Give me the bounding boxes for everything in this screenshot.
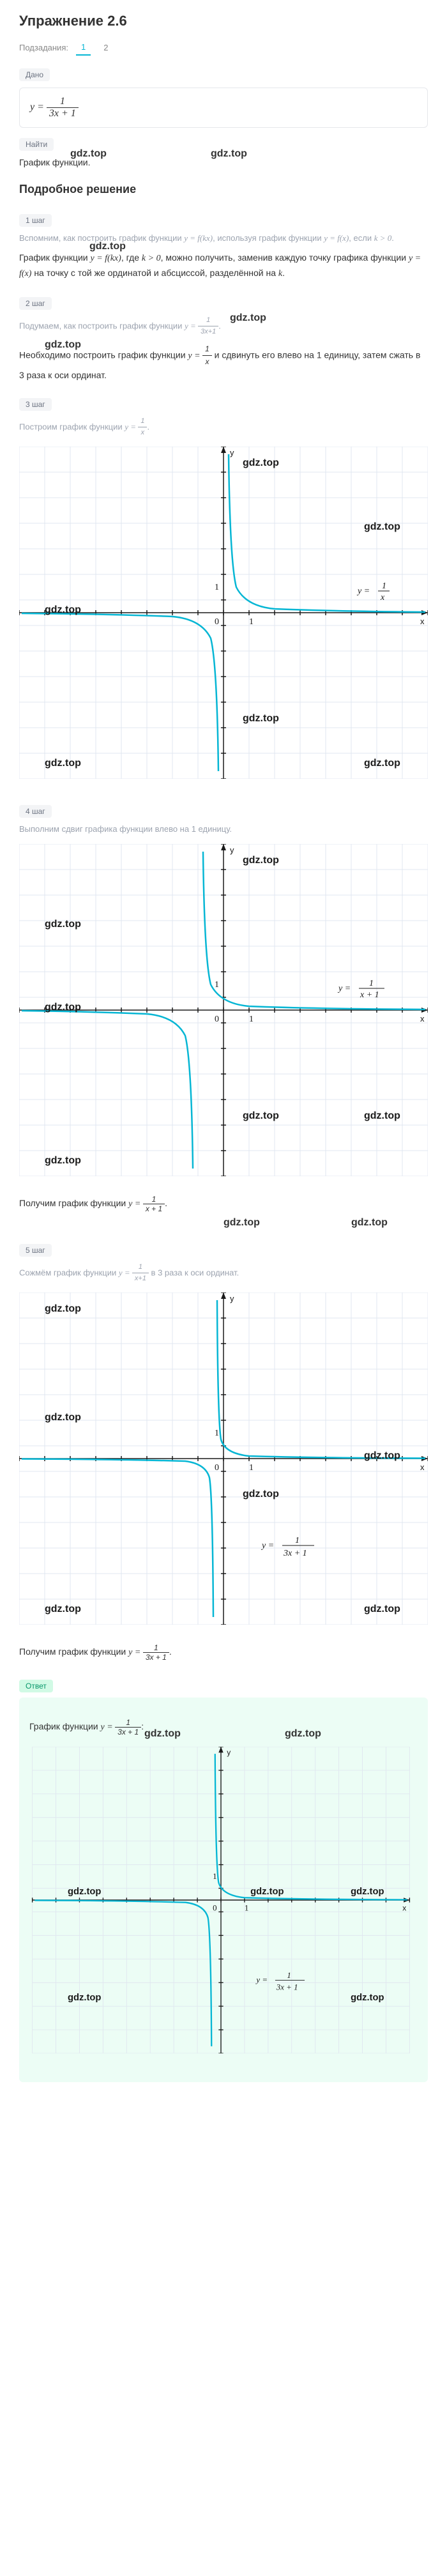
svg-text:1: 1 [215, 1429, 219, 1438]
step-4-grey: Выполним сдвиг графика функции влево на … [19, 823, 428, 836]
page-title: Упражнение 2.6 [19, 13, 428, 29]
subtasks-row: Подзадания: 1 2 [19, 40, 428, 56]
subtask-1[interactable]: 1 [76, 40, 91, 56]
svg-text:x: x [420, 1462, 425, 1472]
svg-text:y: y [227, 1748, 231, 1757]
svg-text:gdz.top: gdz.top [45, 919, 81, 930]
svg-text:1: 1 [369, 979, 374, 988]
given-formula: y = 13x + 1 [19, 88, 428, 128]
watermark: gdz.top [89, 241, 126, 252]
svg-text:gdz.top: gdz.top [364, 758, 400, 769]
step-2-badge: 2 шаг [19, 297, 52, 310]
svg-text:0: 0 [215, 1463, 219, 1473]
svg-text:y: y [230, 448, 234, 457]
svg-text:3x + 1: 3x + 1 [283, 1549, 307, 1558]
step-1-badge: 1 шаг [19, 214, 52, 227]
svg-text:0: 0 [213, 1903, 216, 1912]
subtask-2[interactable]: 2 [98, 40, 113, 55]
watermark: gdz.top [285, 1728, 321, 1740]
chart-3: x y 1 1 0 y = 1 3x + 1 gdz.top gdz.top g… [19, 1292, 428, 1628]
svg-text:gdz.top: gdz.top [45, 1604, 81, 1614]
svg-text:x: x [380, 593, 385, 602]
svg-text:1: 1 [215, 583, 219, 592]
svg-text:gdz.top: gdz.top [351, 1886, 384, 1896]
svg-text:1: 1 [249, 1015, 254, 1024]
svg-text:x: x [420, 1014, 425, 1023]
step-3-grey: Построим график функции y = 1x. [19, 416, 428, 439]
svg-text:gdz.top: gdz.top [243, 457, 279, 468]
svg-text:y: y [230, 845, 234, 855]
find-badge: Найти [19, 138, 54, 151]
svg-text:y =: y = [356, 586, 370, 596]
solution-title: Подробное решение [19, 183, 428, 196]
answer-text: График функции y = 13x + 1: [29, 1718, 418, 1736]
svg-text:gdz.top: gdz.top [45, 758, 81, 769]
svg-text:1: 1 [249, 1463, 254, 1473]
svg-text:1: 1 [295, 1536, 299, 1545]
svg-text:gdz.top: gdz.top [364, 1110, 400, 1121]
svg-text:gdz.top: gdz.top [250, 1886, 284, 1896]
step-5-badge: 5 шаг [19, 1244, 52, 1257]
step-3-badge: 3 шаг [19, 398, 52, 411]
watermark: gdz.top [70, 148, 107, 160]
chart-1: x y 1 1 0 y = 1 x gdz.top gdz.top gdz.to… [19, 447, 428, 782]
svg-text:y: y [230, 1294, 234, 1303]
svg-text:gdz.top: gdz.top [45, 1002, 81, 1013]
chart-4: x y 1 1 0 y = 1 3x + 1 gdz.top gdz.top g… [29, 1747, 418, 2057]
svg-text:y =: y = [255, 1975, 268, 1984]
result-2: Получим график функции y = 13x + 1. [19, 1643, 428, 1662]
svg-text:gdz.top: gdz.top [364, 1604, 400, 1614]
svg-text:x + 1: x + 1 [360, 990, 379, 1000]
watermark: gdz.top [224, 1217, 260, 1229]
watermark: gdz.top [45, 339, 81, 351]
svg-text:gdz.top: gdz.top [45, 1412, 81, 1423]
svg-text:y =: y = [261, 1541, 274, 1551]
step-4-badge: 4 шаг [19, 805, 52, 818]
svg-text:gdz.top: gdz.top [364, 521, 400, 532]
result-1: Получим график функции y = 1x + 1. [19, 1195, 428, 1213]
svg-text:x: x [402, 1903, 406, 1912]
svg-text:gdz.top: gdz.top [351, 1993, 384, 2003]
svg-text:gdz.top: gdz.top [243, 713, 279, 724]
svg-text:y =: y = [337, 984, 351, 993]
svg-text:gdz.top: gdz.top [45, 1303, 81, 1314]
given-badge: Дано [19, 68, 50, 81]
svg-text:gdz.top: gdz.top [364, 1450, 400, 1461]
step-5-grey: Сожмём график функции y = 1x+1 в 3 раза … [19, 1262, 428, 1285]
svg-text:0: 0 [215, 1015, 219, 1024]
svg-text:x: x [420, 617, 425, 626]
svg-text:gdz.top: gdz.top [45, 604, 81, 615]
step-1-grey: Вспомним, как построить график функции y… [19, 232, 428, 245]
answer-badge: Ответ [19, 1680, 53, 1692]
watermark: gdz.top [230, 312, 266, 324]
svg-text:1: 1 [215, 980, 219, 990]
svg-text:gdz.top: gdz.top [243, 855, 279, 866]
svg-text:1: 1 [245, 1903, 248, 1912]
svg-text:1: 1 [382, 581, 386, 591]
svg-text:gdz.top: gdz.top [243, 1110, 279, 1121]
svg-text:0: 0 [215, 617, 219, 627]
watermark: gdz.top [211, 148, 247, 160]
watermark: gdz.top [351, 1217, 388, 1229]
svg-text:1: 1 [213, 1871, 216, 1880]
svg-text:1: 1 [287, 1970, 291, 1980]
step-2-grey: Подумаем, как построить график функции y… [19, 315, 428, 338]
step-1-main: График функции y = f(kx), где k > 0, мож… [19, 250, 428, 282]
svg-text:gdz.top: gdz.top [243, 1489, 279, 1499]
watermark: gdz.top [144, 1728, 181, 1740]
chart-2: x y 1 1 0 y = 1 x + 1 gdz.top gdz.top gd… [19, 844, 428, 1179]
svg-text:gdz.top: gdz.top [68, 1993, 101, 2003]
svg-text:1: 1 [249, 617, 254, 627]
svg-text:gdz.top: gdz.top [45, 1155, 81, 1166]
subtasks-label: Подзадания: [19, 43, 68, 52]
answer-box: График функции y = 13x + 1: gdz.top gdz.… [19, 1698, 428, 2082]
svg-text:gdz.top: gdz.top [68, 1886, 101, 1896]
svg-text:3x + 1: 3x + 1 [276, 1982, 298, 1991]
